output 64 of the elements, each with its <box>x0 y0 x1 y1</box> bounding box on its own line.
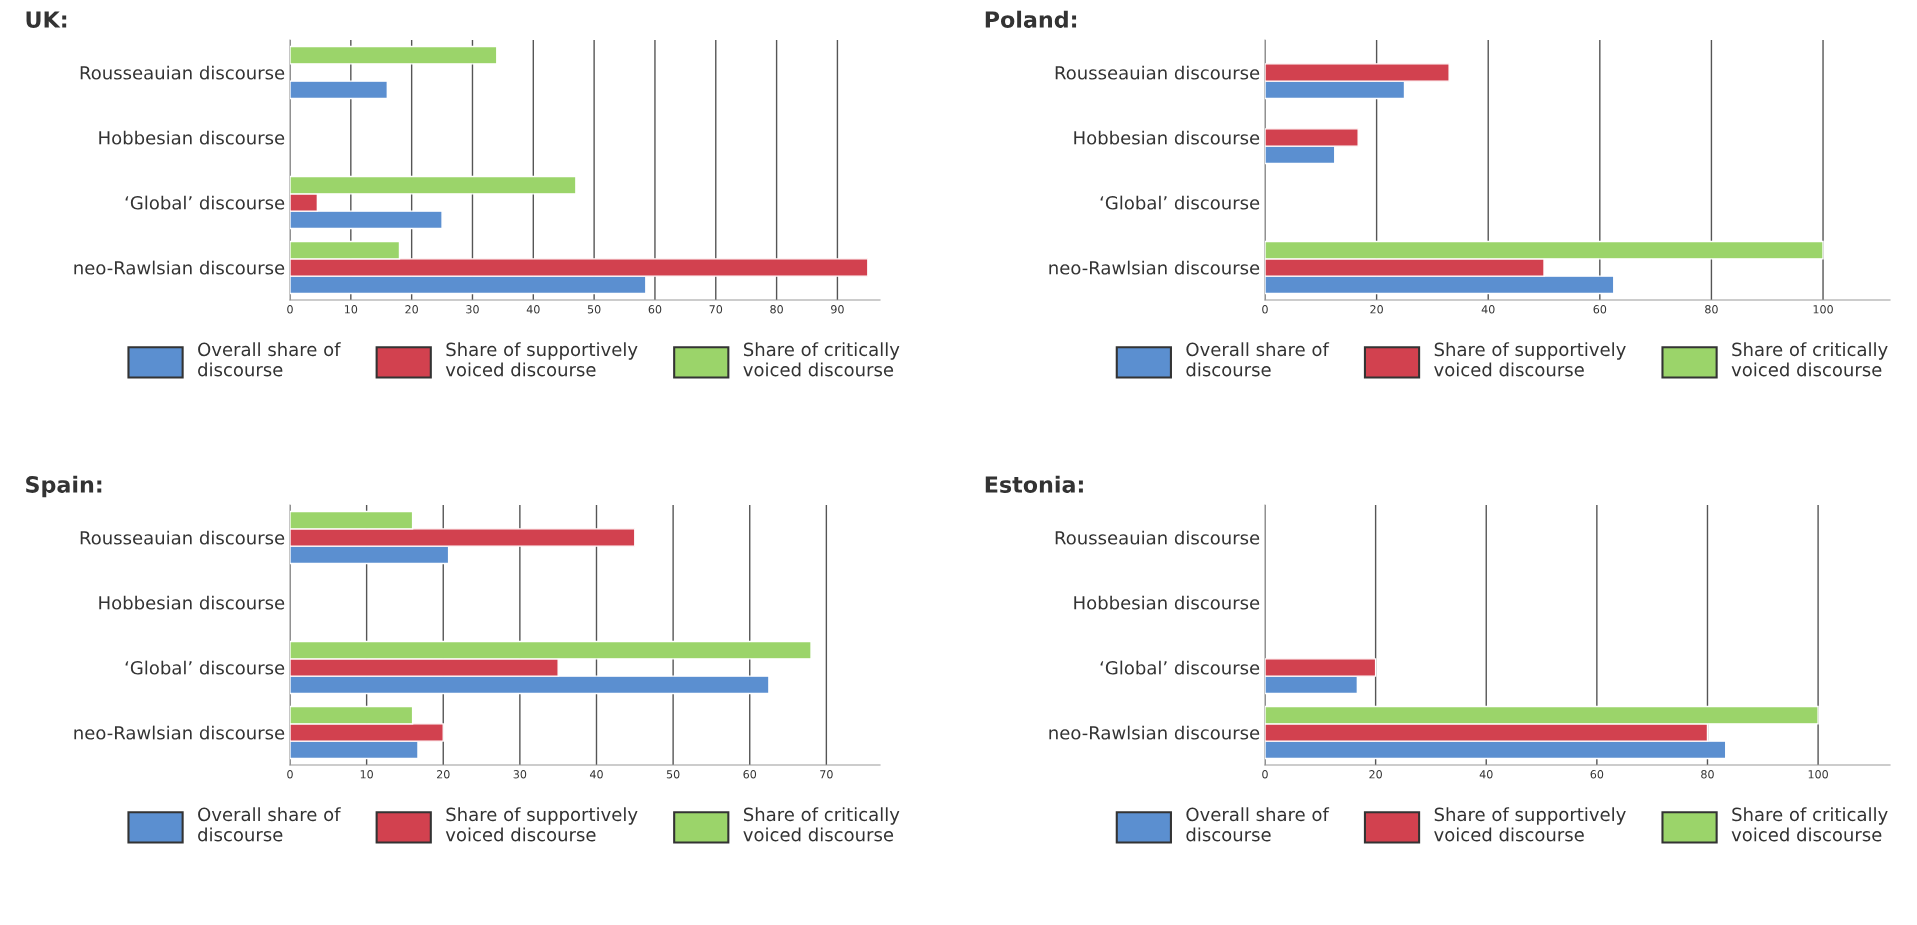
x-tick-label: 80 <box>1701 770 1714 779</box>
x-tick-label: 60 <box>743 770 757 779</box>
x-tick-label: 60 <box>1593 305 1607 314</box>
x-tick-label: 0 <box>1262 305 1268 314</box>
x-tick-label: 80 <box>770 305 783 314</box>
x-tick-label: 0 <box>1262 770 1268 779</box>
x-tick-label: 10 <box>344 305 358 314</box>
legend-label: Share of critically voiced discourse <box>1731 342 1888 377</box>
x-tick-label: 40 <box>589 770 603 779</box>
y-tick-label: neo-Rawlsian discourse <box>1049 260 1260 275</box>
y-tick-label: Rousseauian discourse <box>80 65 285 80</box>
x-tick-label: 70 <box>820 770 833 779</box>
legend-label: Share of supportively voiced discourse <box>445 342 638 377</box>
x-tick-label: 0 <box>287 770 293 779</box>
x-tick-label: 20 <box>436 770 450 779</box>
legend-label: Share of critically voiced discourse <box>743 342 900 377</box>
y-tick-label: ‘Global’ discourse <box>1100 660 1260 675</box>
y-tick-label: Rousseauian discourse <box>80 530 285 545</box>
x-tick-label: 60 <box>1590 770 1604 779</box>
bar <box>290 80 389 100</box>
x-tick-label: 100 <box>1813 305 1833 314</box>
text: Overall share of discourse <box>1186 807 1330 842</box>
x-tick-label: 40 <box>526 305 540 314</box>
x-tick-label: 20 <box>405 305 418 314</box>
x-tick-label: 50 <box>587 305 601 314</box>
x-tick-label: 0 <box>287 305 293 314</box>
y-tick-label: Hobbesian discourse <box>99 130 285 145</box>
legend-label: Share of supportively voiced discourse <box>1434 342 1626 377</box>
x-tick-label: 60 <box>648 305 662 314</box>
y-tick-label: Hobbesian discourse <box>1074 595 1260 610</box>
x-tick-label: 70 <box>709 305 723 314</box>
bar <box>290 45 498 65</box>
legend-label: Overall share of discourse <box>198 807 341 842</box>
x-tick-label: 100 <box>1808 770 1828 779</box>
legend-label: Share of supportively voiced discourse <box>445 807 638 842</box>
legend-label: Overall share of discourse <box>198 342 341 377</box>
x-tick-label: 40 <box>1479 770 1493 779</box>
x-tick-label: 20 <box>1369 770 1382 779</box>
y-tick-label: ‘Global’ discourse <box>125 195 285 210</box>
legend-label: Share of supportively voiced discourse <box>1434 807 1626 842</box>
x-tick-label: 30 <box>466 305 479 314</box>
x-tick-label: 40 <box>1481 305 1495 314</box>
y-tick-label: neo-Rawlsian discourse <box>1049 725 1260 740</box>
x-tick-label: 50 <box>666 770 680 779</box>
x-tick-label: 20 <box>1370 305 1383 314</box>
x-tick-label: 80 <box>1705 305 1718 314</box>
y-tick-label: Rousseauian discourse <box>1055 530 1260 545</box>
y-tick-label: ‘Global’ discourse <box>1100 195 1260 210</box>
y-tick-label: Hobbesian discourse <box>1074 130 1260 145</box>
y-tick-label: ‘Global’ discourse <box>125 660 285 675</box>
text: Estonia: <box>985 475 1083 493</box>
y-tick-label: Rousseauian discourse <box>1055 65 1260 80</box>
text: Spain: <box>26 475 102 498</box>
y-tick-label: neo-Rawlsian discourse <box>74 725 285 740</box>
x-tick-label: 30 <box>513 770 527 779</box>
legend-label: Share of critically voiced discourse <box>1731 807 1888 842</box>
text: UK: <box>26 11 67 28</box>
y-tick-label: Hobbesian discourse <box>99 595 285 610</box>
x-tick-label: 10 <box>360 770 373 779</box>
x-tick-label: 90 <box>831 305 844 314</box>
y-tick-label: neo-Rawlsian discourse <box>74 260 285 275</box>
legend-label: Share of critically voiced discourse <box>743 807 900 842</box>
text: Poland: <box>985 10 1077 28</box>
text: Overall share of discourse <box>1186 342 1330 377</box>
